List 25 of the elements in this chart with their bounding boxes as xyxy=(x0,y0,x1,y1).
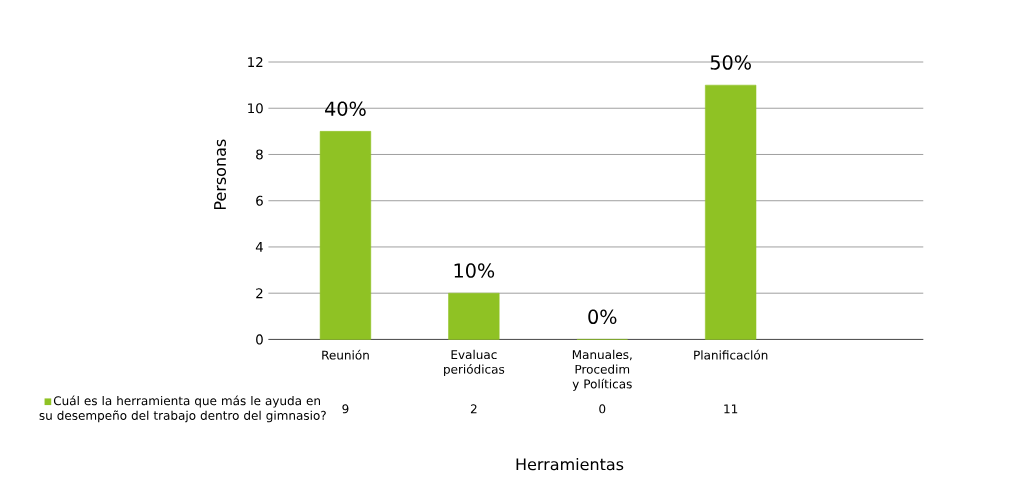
legend-label: Cuál es la herramienta que más le ayuda en su desempeño del trabajo dentro del gimnasio? xyxy=(39,395,326,423)
x-tick-label: Evaluac periódicas xyxy=(444,349,505,376)
x-tick-label: Manuales, Procedim y Políticas xyxy=(572,349,632,391)
y-tick-label: 2 xyxy=(256,287,263,298)
data-label: 0 xyxy=(599,404,606,414)
y-tick-label: 4 xyxy=(255,241,263,252)
bar xyxy=(448,292,500,340)
annotation: 0% xyxy=(588,309,617,324)
annotation: 50% xyxy=(710,55,751,70)
y-tick-label: 10 xyxy=(248,102,263,114)
y-tick-label: 6 xyxy=(256,195,263,206)
data-label: 11 xyxy=(724,404,738,413)
bar xyxy=(319,130,372,340)
y-tick-label: 8 xyxy=(256,149,263,160)
x-tick-label: Reunión xyxy=(322,349,369,360)
y-axis-title: Personas xyxy=(214,139,227,209)
y-tick-label: 12 xyxy=(248,56,263,67)
data-label: 2 xyxy=(470,404,477,413)
x-tick-label: Planificaclón xyxy=(694,349,768,360)
data-label: 9 xyxy=(342,404,349,414)
y-tick-label: 0 xyxy=(256,334,263,345)
x-axis-title: Herramientas xyxy=(516,457,624,471)
bar xyxy=(705,84,757,340)
annotation: 10% xyxy=(454,263,495,278)
annotation: 40% xyxy=(325,101,366,116)
